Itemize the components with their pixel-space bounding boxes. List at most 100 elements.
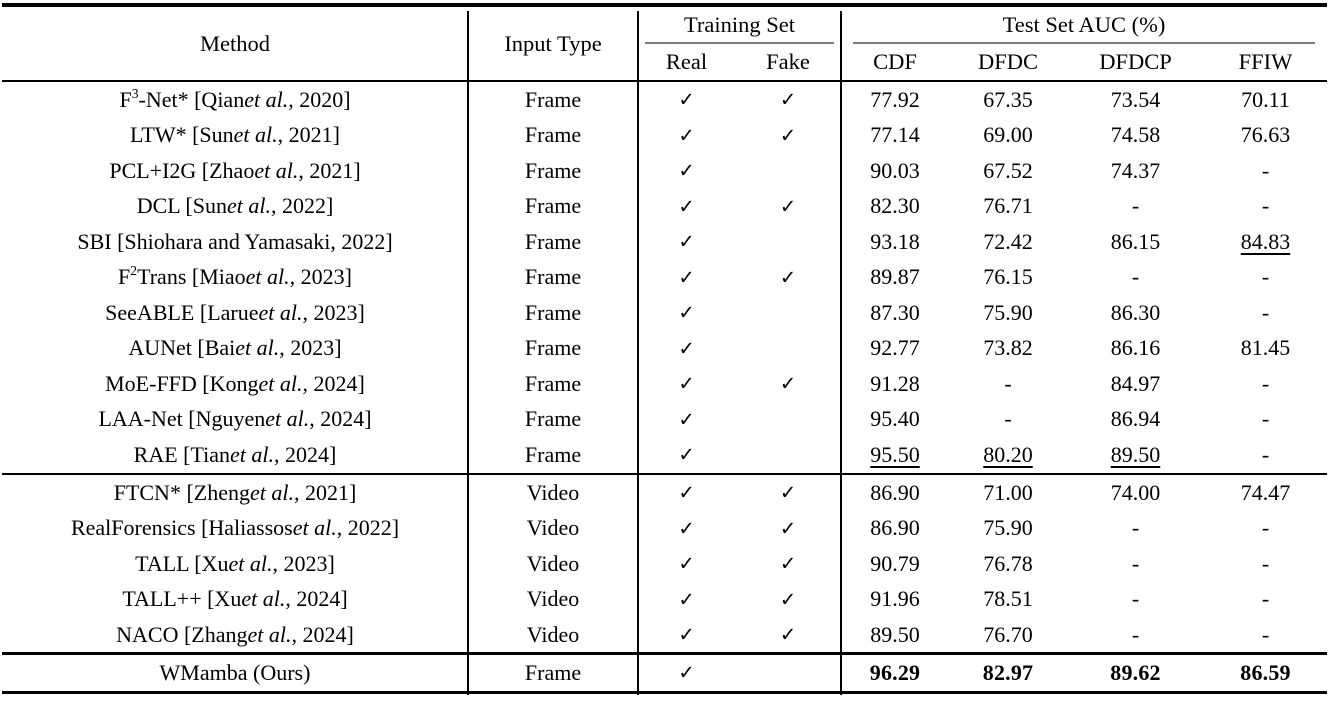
check-icon: ✓ xyxy=(779,516,797,540)
score-cdf-cell: 89.50 xyxy=(870,621,920,647)
train-real-cell: ✓ xyxy=(638,331,735,367)
method-cell: TALL [Xu et al., 2023] xyxy=(135,550,335,576)
score-ffiw-cell: 86.59 xyxy=(1240,659,1291,685)
score-ffiw-cell: 81.45 xyxy=(1240,335,1291,361)
train-real-cell: ✓ xyxy=(638,295,735,331)
score-ffiw-cell: - xyxy=(1261,370,1270,396)
check-icon: ✓ xyxy=(678,587,695,611)
score-cdf-cell: 90.03 xyxy=(870,157,920,183)
method-cell: NACO [Zhang et al., 2024] xyxy=(116,621,354,647)
train-fake-cell: ✓ xyxy=(735,118,841,154)
check-icon: ✓ xyxy=(678,516,695,540)
check-icon: ✓ xyxy=(678,481,695,505)
score-ffiw-cell: - xyxy=(1261,515,1270,541)
table-row: LAA-Net [Nguyen et al., 2024] Frame ✓ 95.40… xyxy=(2,402,1327,438)
table-row: TALL++ [Xu et al., 2024] Video ✓ ✓ 91.96 78.5… xyxy=(2,581,1327,617)
table-row: LTW* [Sun et al., 2021] Frame ✓ ✓ 77.14 69.00… xyxy=(2,118,1327,154)
input-type-cell: Frame xyxy=(524,157,582,183)
input-type-cell: Video xyxy=(526,550,580,576)
score-dfdc-cell: - xyxy=(1004,406,1012,432)
check-icon: ✓ xyxy=(779,372,797,396)
score-ffiw-cell: - xyxy=(1261,621,1270,647)
score-dfdc-cell: 82.97 xyxy=(982,659,1034,685)
table-row: F 3 -Net* [Qian et al., 2020] Frame ✓ ✓ 77.92 6… xyxy=(2,82,1327,118)
check-icon: ✓ xyxy=(779,481,797,505)
score-ffiw-cell: 76.63 xyxy=(1240,122,1291,148)
score-dfdc-cell: 76.71 xyxy=(983,193,1033,219)
table-row: NACO [Zhang et al., 2024] Video ✓ ✓ 89.50 76.… xyxy=(2,617,1327,653)
train-real-cell: ✓ xyxy=(638,655,735,691)
check-icon: ✓ xyxy=(678,372,695,396)
score-dfdc-cell: - xyxy=(1004,370,1012,396)
table-row: F 2 Trans [Miao et al., 2023] Frame ✓ ✓ 89.87 7… xyxy=(2,260,1327,296)
method-cell: MoE-FFD [Kong et al., 2024] xyxy=(105,370,365,396)
check-icon: ✓ xyxy=(678,407,695,431)
score-dfdcp-cell: 89.62 xyxy=(1110,659,1161,685)
method-cell: AUNet [Bai et al., 2023] xyxy=(128,335,342,361)
train-real-cell: ✓ xyxy=(638,617,735,653)
score-ffiw-cell: - xyxy=(1261,193,1270,219)
table-body: F 3 -Net* [Qian et al., 2020] Frame ✓ ✓ 77.92 6… xyxy=(2,82,1327,690)
score-dfdcp-cell: - xyxy=(1131,586,1140,612)
group-separator-rule xyxy=(2,472,1327,475)
method-cell: TALL++ [Xu et al., 2024] xyxy=(122,586,348,612)
table-row: FTCN* [Zheng et al., 2021] Video ✓ ✓ 86.90 71… xyxy=(2,475,1327,511)
score-ffiw-cell: - xyxy=(1261,586,1270,612)
train-fake-cell: ✓ xyxy=(735,510,841,546)
train-fake-cell: ✓ xyxy=(735,546,841,582)
score-cdf-cell: 95.40 xyxy=(870,406,920,432)
train-real-cell: ✓ xyxy=(638,437,735,473)
train-real-cell: ✓ xyxy=(638,510,735,546)
score-cdf-cell: 86.90 xyxy=(870,479,920,505)
score-ffiw-cell: - xyxy=(1261,299,1270,325)
score-cdf-cell: 96.29 xyxy=(869,659,921,685)
score-cdf-cell: 92.77 xyxy=(870,335,920,361)
input-type-cell: Frame xyxy=(524,370,582,396)
train-fake-cell xyxy=(735,295,841,331)
score-dfdcp-cell: 74.00 xyxy=(1110,479,1161,505)
train-real-cell: ✓ xyxy=(638,366,735,402)
score-cdf-cell: 77.14 xyxy=(870,122,920,148)
header-cdf: CDF xyxy=(873,49,917,74)
check-icon: ✓ xyxy=(779,265,797,289)
score-dfdcp-cell: - xyxy=(1131,264,1140,290)
input-type-cell: Frame xyxy=(524,86,582,112)
method-cell: RAE [Tian et al., 2024] xyxy=(133,441,337,467)
score-ffiw-cell: - xyxy=(1261,406,1270,432)
train-fake-cell xyxy=(735,224,841,260)
train-real-cell: ✓ xyxy=(638,260,735,296)
score-dfdc-cell: 76.15 xyxy=(983,264,1033,290)
score-cdf-cell: 77.92 xyxy=(870,86,920,112)
check-icon: ✓ xyxy=(678,623,695,647)
train-fake-cell xyxy=(735,331,841,367)
train-fake-cell xyxy=(735,655,841,691)
train-fake-cell: ✓ xyxy=(735,260,841,296)
score-ffiw-cell: - xyxy=(1261,157,1270,183)
check-icon: ✓ xyxy=(779,552,797,576)
header-ffiw: FFIW xyxy=(1238,49,1293,74)
check-icon: ✓ xyxy=(678,159,695,183)
check-icon: ✓ xyxy=(678,301,695,325)
method-cell: SeeABLE [Larue et al., 2023] xyxy=(105,299,365,325)
train-fake-cell xyxy=(735,437,841,473)
column-divider-method xyxy=(467,11,469,695)
train-fake-cell xyxy=(735,153,841,189)
method-cell: F 3 -Net* [Qian et al., 2020] xyxy=(119,85,351,112)
method-cell: SBI [Shiohara and Yamasaki, 2022] xyxy=(77,228,393,254)
score-dfdc-cell: 71.00 xyxy=(983,479,1033,505)
method-cell: WMamba (Ours) xyxy=(159,659,311,685)
train-real-cell: ✓ xyxy=(638,402,735,438)
input-type-cell: Frame xyxy=(524,228,582,254)
column-divider-input xyxy=(637,11,639,695)
column-divider-training xyxy=(840,11,842,695)
score-dfdc-cell: 76.78 xyxy=(983,550,1033,576)
bottom-rule xyxy=(2,690,1327,694)
score-cdf-cell: 95.50 xyxy=(870,441,920,467)
check-icon: ✓ xyxy=(678,194,695,218)
score-dfdc-cell: 76.70 xyxy=(983,621,1033,647)
table-row: PCL+I2G [Zhao et al., 2021] Frame ✓ 90.03 67… xyxy=(2,153,1327,189)
score-dfdcp-cell: 86.30 xyxy=(1110,299,1161,325)
score-dfdc-cell: 69.00 xyxy=(983,122,1033,148)
score-dfdcp-cell: 89.50 xyxy=(1110,441,1161,467)
train-fake-cell: ✓ xyxy=(735,617,841,653)
